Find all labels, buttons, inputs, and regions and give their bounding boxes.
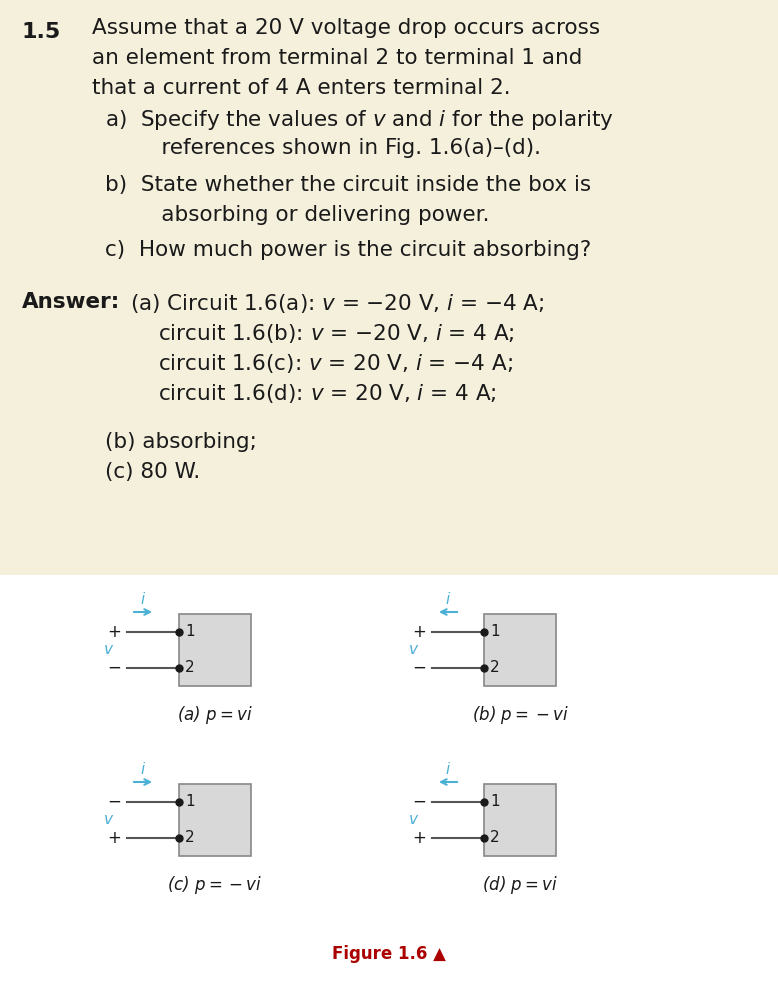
Bar (179, 784, 251, 856)
Text: (d) $p = vi$: (d) $p = vi$ (482, 874, 558, 896)
Text: 1.5: 1.5 (22, 22, 61, 42)
Text: −: − (412, 793, 426, 811)
Text: 2: 2 (185, 660, 194, 676)
Text: Answer:: Answer: (22, 292, 121, 312)
Text: $i$: $i$ (140, 761, 146, 777)
Text: +: + (107, 623, 121, 641)
Text: 1: 1 (185, 795, 194, 809)
Text: Figure 1.6 ▲: Figure 1.6 ▲ (332, 945, 446, 963)
Text: −: − (107, 659, 121, 677)
Text: $v$: $v$ (408, 812, 419, 828)
Text: $v$: $v$ (408, 643, 419, 657)
Text: +: + (412, 623, 426, 641)
Text: c)  How much power is the circuit absorbing?: c) How much power is the circuit absorbi… (105, 240, 591, 260)
Text: $i$: $i$ (140, 591, 146, 607)
Text: (b) $p = -vi$: (b) $p = -vi$ (471, 704, 568, 726)
Text: 2: 2 (185, 831, 194, 846)
Text: $i$: $i$ (445, 761, 451, 777)
Text: (b) absorbing;: (b) absorbing; (105, 432, 257, 452)
Text: $v$: $v$ (103, 643, 114, 657)
Text: b)  State whether the circuit inside the box is: b) State whether the circuit inside the … (105, 175, 591, 195)
Text: 2: 2 (490, 831, 499, 846)
Text: 1: 1 (490, 795, 499, 809)
Text: $v$: $v$ (103, 812, 114, 828)
Text: an element from terminal 2 to terminal 1 and: an element from terminal 2 to terminal 1… (92, 48, 583, 68)
Text: +: + (107, 829, 121, 847)
Bar (484, 614, 556, 686)
Text: −: − (412, 659, 426, 677)
Text: 2: 2 (490, 660, 499, 676)
Text: references shown in Fig. 1.6(a)–(d).: references shown in Fig. 1.6(a)–(d). (127, 138, 541, 158)
Text: $i$: $i$ (445, 591, 451, 607)
Bar (0, 575, 778, 981)
Text: +: + (412, 829, 426, 847)
Text: a)  Specify the values of $v$ and $i$ for the polarity: a) Specify the values of $v$ and $i$ for… (105, 108, 614, 132)
Text: 1: 1 (185, 625, 194, 640)
Text: circuit 1.6(d): $v$ = 20 V, $i$ = 4 A;: circuit 1.6(d): $v$ = 20 V, $i$ = 4 A; (158, 382, 496, 405)
Text: absorbing or delivering power.: absorbing or delivering power. (127, 205, 489, 225)
Text: −: − (107, 793, 121, 811)
Bar (179, 614, 251, 686)
Text: 1: 1 (490, 625, 499, 640)
Text: circuit 1.6(b): $v$ = −20 V, $i$ = 4 A;: circuit 1.6(b): $v$ = −20 V, $i$ = 4 A; (158, 322, 514, 345)
Bar (484, 784, 556, 856)
Text: (c) $p = -vi$: (c) $p = -vi$ (167, 874, 262, 896)
Text: that a current of 4 A enters terminal 2.: that a current of 4 A enters terminal 2. (92, 78, 510, 98)
Text: (a) $p = vi$: (a) $p = vi$ (177, 704, 253, 726)
Text: (c) 80 W.: (c) 80 W. (105, 462, 200, 482)
Text: (a) Circuit 1.6(a): $v$ = −20 V, $i$ = −4 A;: (a) Circuit 1.6(a): $v$ = −20 V, $i$ = −… (130, 292, 544, 315)
Text: Assume that a 20 V voltage drop occurs across: Assume that a 20 V voltage drop occurs a… (92, 18, 600, 38)
Text: circuit 1.6(c): $v$ = 20 V, $i$ = −4 A;: circuit 1.6(c): $v$ = 20 V, $i$ = −4 A; (158, 352, 513, 375)
